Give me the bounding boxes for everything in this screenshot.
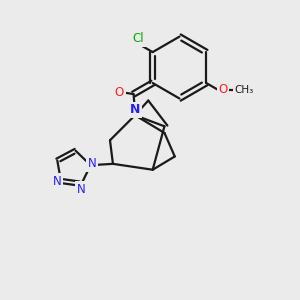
Text: N: N	[53, 175, 62, 188]
Text: N: N	[77, 183, 86, 196]
Text: O: O	[115, 86, 124, 99]
Text: O: O	[218, 83, 228, 96]
Text: CH₃: CH₃	[235, 85, 254, 94]
Text: N: N	[88, 157, 96, 170]
Text: Cl: Cl	[133, 32, 145, 45]
Text: N: N	[130, 103, 140, 116]
